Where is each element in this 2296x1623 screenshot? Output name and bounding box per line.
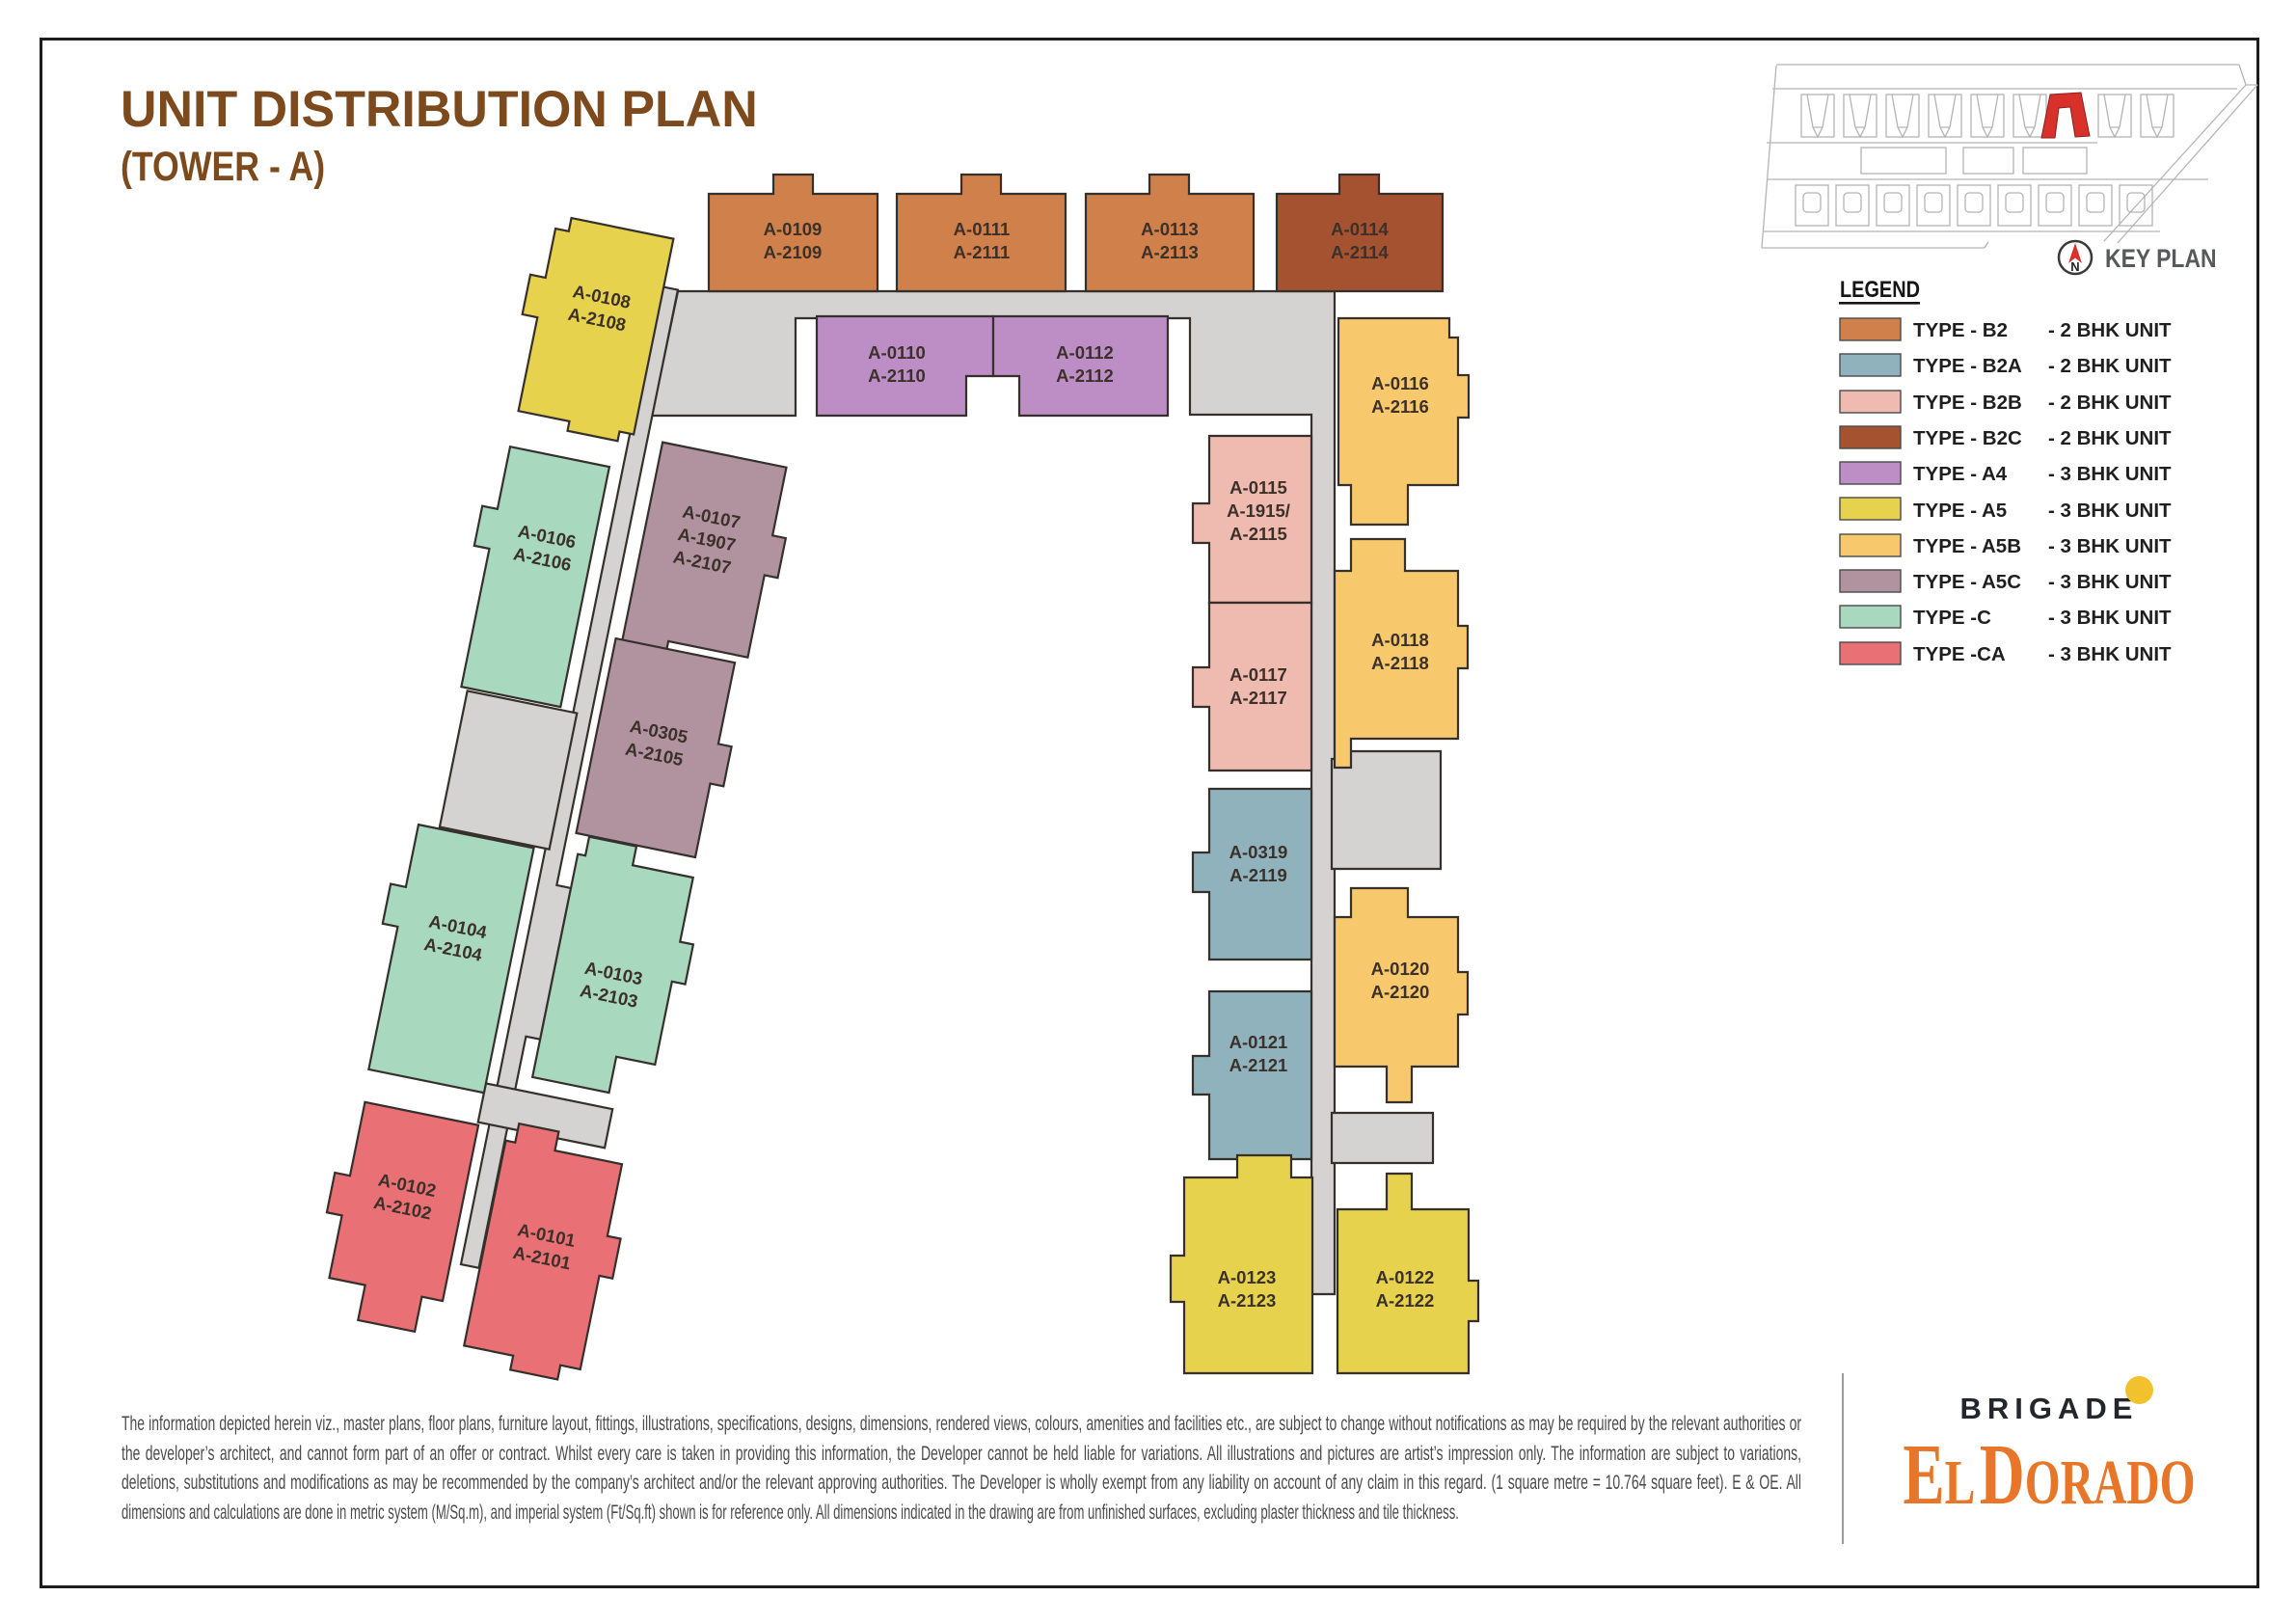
svg-text:N: N [2070,259,2079,274]
svg-text:TYPE -C: TYPE -C [1913,607,1991,629]
svg-text:TYPE - B2C: TYPE - B2C [1913,427,2022,449]
svg-text:TYPE - A5: TYPE - A5 [1913,500,2007,522]
svg-text:- 3 BHK UNIT: - 3 BHK UNIT [2048,463,2172,485]
svg-text:- 2 BHK UNIT: - 2 BHK UNIT [2048,427,2172,449]
svg-text:TYPE - A5B: TYPE - A5B [1913,535,2021,557]
svg-text:- 2 BHK UNIT: - 2 BHK UNIT [2048,392,2172,414]
svg-text:LEGEND: LEGEND [1840,276,1920,302]
svg-text:- 3 BHK UNIT: - 3 BHK UNIT [2048,571,2172,593]
svg-text:TYPE - B2B: TYPE - B2B [1913,392,2022,414]
svg-text:TYPE - A5C: TYPE - A5C [1913,571,2021,593]
svg-text:TYPE - B2A: TYPE - B2A [1913,355,2022,377]
svg-text:- 3 BHK UNIT: - 3 BHK UNIT [2048,643,2172,665]
svg-text:TYPE - A4: TYPE - A4 [1913,463,2008,485]
svg-text:TYPE -CA: TYPE -CA [1913,643,2006,665]
svg-text:- 3 BHK UNIT: - 3 BHK UNIT [2048,500,2172,522]
svg-text:- 2 BHK UNIT: - 2 BHK UNIT [2048,355,2172,377]
svg-text:TYPE - B2: TYPE - B2 [1913,319,2008,341]
svg-text:- 2 BHK UNIT: - 2 BHK UNIT [2048,319,2172,341]
svg-text:- 3 BHK UNIT: - 3 BHK UNIT [2048,607,2172,629]
svg-text:- 3 BHK UNIT: - 3 BHK UNIT [2048,535,2172,557]
svg-text:KEY PLAN: KEY PLAN [2105,244,2217,273]
